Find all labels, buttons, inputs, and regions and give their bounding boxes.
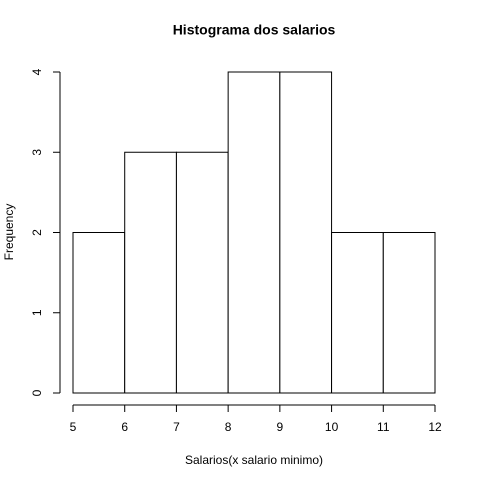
y-tick-label: 4 bbox=[30, 68, 44, 75]
y-tick-label: 1 bbox=[30, 309, 44, 316]
x-tick-label: 6 bbox=[121, 420, 128, 434]
x-axis-label: Salarios(x salario minimo) bbox=[185, 453, 323, 467]
x-tick-label: 12 bbox=[428, 420, 442, 434]
y-tick-label: 3 bbox=[30, 149, 44, 156]
bar bbox=[331, 232, 384, 394]
bar bbox=[279, 71, 333, 394]
bar bbox=[175, 151, 229, 394]
x-tick-label: 7 bbox=[173, 420, 180, 434]
y-tick-label: 2 bbox=[30, 229, 44, 236]
bar bbox=[72, 232, 126, 394]
x-tick-label: 10 bbox=[325, 420, 339, 434]
chart-title: Histograma dos salarios bbox=[173, 22, 336, 38]
bar bbox=[382, 232, 436, 394]
x-tick-label: 9 bbox=[277, 420, 284, 434]
x-tick-label: 8 bbox=[225, 420, 232, 434]
y-axis-label: Frequency bbox=[2, 204, 16, 261]
bar bbox=[227, 71, 281, 394]
y-tick-label: 0 bbox=[30, 389, 44, 396]
x-tick-label: 11 bbox=[377, 420, 390, 434]
x-tick-label: 5 bbox=[70, 420, 77, 434]
bar bbox=[124, 151, 177, 394]
